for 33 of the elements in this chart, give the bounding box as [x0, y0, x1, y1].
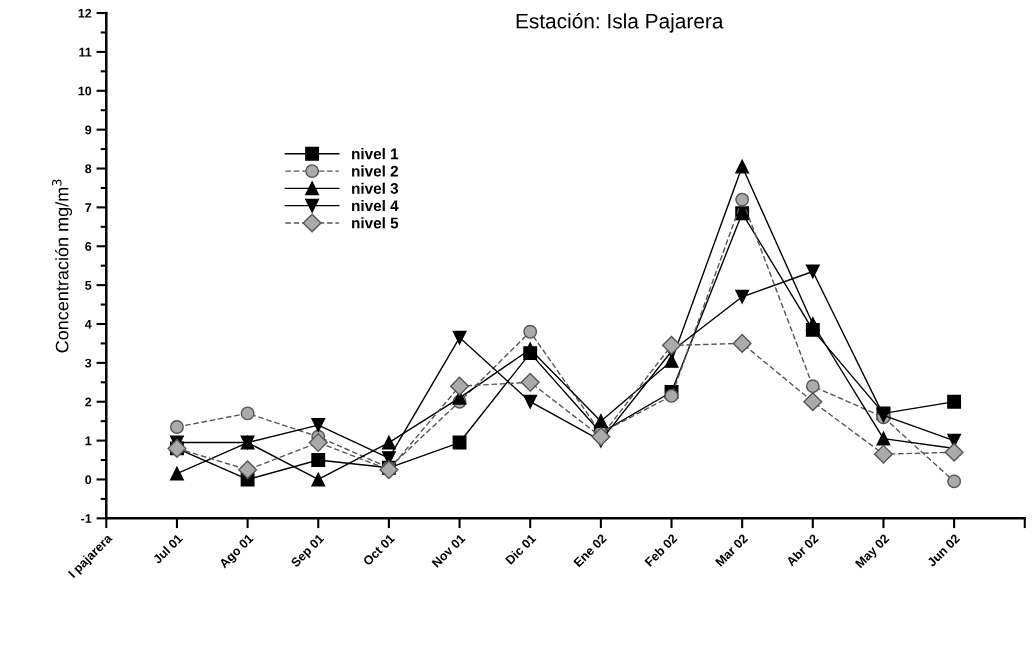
chart-title: Estación: Isla Pajarera	[516, 12, 724, 33]
y-tick-label: 9	[85, 125, 92, 135]
y-axis-title: Concentración mg/m$^{3}$	[52, 179, 73, 353]
x-tick-label: Ago 01	[218, 533, 256, 571]
y-tick-label: 12	[78, 8, 92, 18]
y-tick-label: 6	[85, 242, 92, 251]
y-tick-label: 7	[85, 203, 92, 212]
legend-label: nivel 5	[352, 217, 399, 229]
x-tick-label: Feb 02	[644, 533, 678, 567]
x-tick-label: Dic 01	[504, 533, 537, 565]
y-tick-label: 5	[85, 281, 92, 290]
legend-label: nivel 2	[352, 165, 399, 177]
y-tick-label: 10	[78, 86, 92, 96]
y-tick-label: 4	[84, 319, 92, 329]
x-tick-label: Abr 02	[785, 533, 819, 567]
y-tick-label: 0	[85, 475, 92, 485]
x-tick-label: May 02	[854, 533, 892, 571]
x-tick-label: Nov 01	[431, 533, 466, 568]
y-tick-label: 1	[85, 436, 92, 446]
x-tick-label: Jul 01	[152, 533, 184, 565]
y-tick-label: 8	[85, 164, 92, 174]
x-tick-label: Sep 01	[290, 533, 327, 570]
legend-label: nivel 4	[352, 199, 399, 212]
x-tick-label: Jun 02	[926, 533, 961, 568]
legend-label: nivel 3	[352, 182, 399, 194]
y-tick-label: 3	[85, 358, 92, 368]
x-tick-label: Ene 02	[573, 533, 607, 568]
x-tick-label: Mar 02	[714, 533, 749, 567]
y-tick-label: 2	[85, 397, 92, 407]
y-tick-label: -1	[81, 514, 92, 523]
y-tick-label: 11	[79, 47, 92, 57]
legend-label: nivel 1	[352, 148, 399, 160]
x-tick-label: Oct 01	[362, 533, 396, 567]
